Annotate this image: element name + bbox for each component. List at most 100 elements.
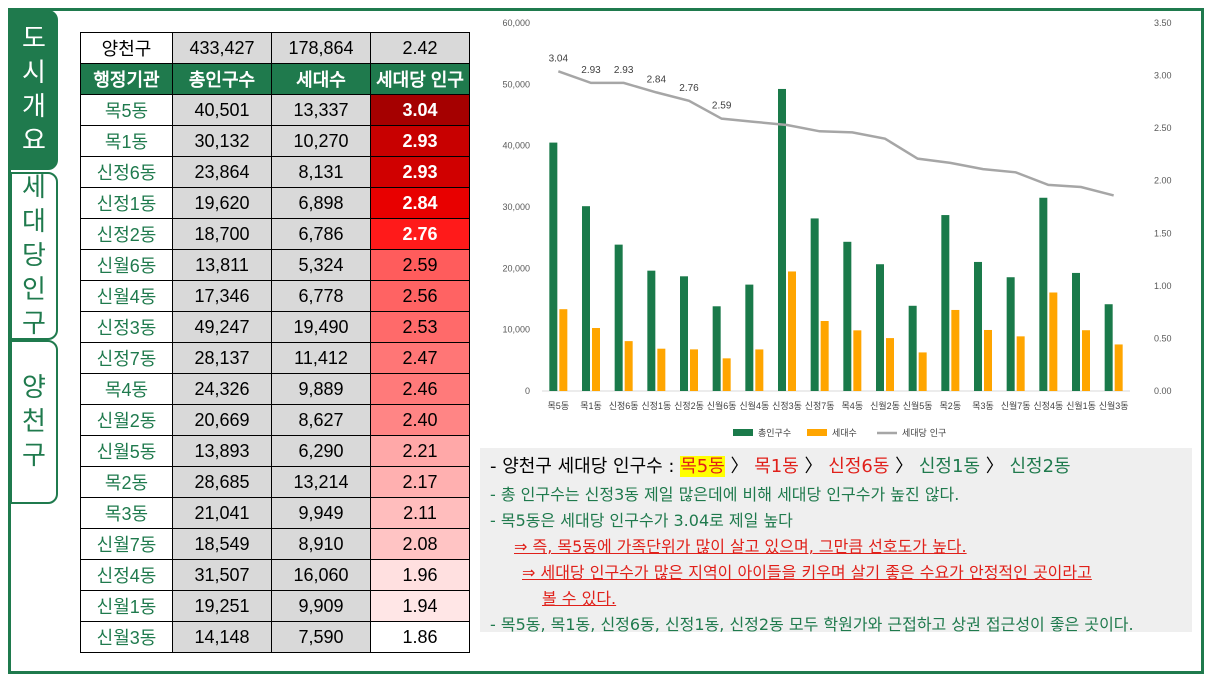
rank-sep: 〉 — [724, 456, 755, 477]
bar-households — [722, 358, 731, 391]
tab-label-char: 시 — [22, 58, 46, 88]
district-cell: 신정7동 — [80, 342, 173, 374]
tab-label-char: 대 — [22, 207, 46, 237]
population-cell: 20,669 — [172, 404, 272, 436]
data-label: 2.59 — [712, 101, 732, 112]
bar-households — [624, 341, 633, 391]
per-household-cell: 2.93 — [370, 156, 470, 188]
households-cell: 9,909 — [271, 590, 371, 622]
population-cell: 49,247 — [172, 311, 272, 343]
x-tick-label: 목5동 — [548, 401, 570, 411]
bar-total-population — [908, 305, 917, 391]
data-label: 2.93 — [581, 65, 601, 76]
table-row: 신월2동 20,669 8,627 2.40 — [80, 404, 470, 436]
bar-total-population — [582, 206, 590, 391]
tab-label-char: 구 — [22, 309, 46, 339]
households-cell: 5,324 — [271, 249, 371, 281]
table-header-row: 행정기관 총인구수 세대수 세대당 인구 — [80, 63, 470, 95]
bar-households — [755, 349, 764, 391]
rank-item-5: 신정2동 — [1009, 456, 1071, 477]
bar-households — [690, 349, 698, 391]
households-cell: 6,898 — [271, 187, 371, 219]
per-household-cell: 1.94 — [370, 590, 470, 622]
households-cell: 19,490 — [271, 311, 371, 343]
y2-tick-label: 3.50 — [1154, 18, 1172, 28]
population-cell: 30,132 — [172, 125, 272, 157]
x-tick-label: 신정6동 — [609, 401, 639, 411]
bar-total-population — [712, 306, 721, 391]
rank-sep: 〉 — [798, 456, 829, 477]
population-cell: 19,251 — [172, 590, 272, 622]
per-household-cell: 2.08 — [370, 528, 470, 560]
total-households: 178,864 — [271, 32, 371, 64]
bar-total-population — [876, 264, 884, 391]
table-row: 목3동 21,041 9,949 2.11 — [80, 497, 470, 529]
population-cell: 40,501 — [172, 94, 272, 126]
bar-total-population — [614, 244, 623, 391]
bar-total-population — [974, 261, 982, 391]
table-row: 신정1동 19,620 6,898 2.84 — [80, 187, 470, 219]
district-cell: 신정4동 — [80, 559, 173, 591]
note-line-3: - 목5동은 세대당 인구수가 3.04로 제일 높다 — [490, 511, 793, 530]
population-cell: 18,549 — [172, 528, 272, 560]
per-household-cell: 2.76 — [370, 218, 470, 250]
line-per-household — [557, 70, 1114, 197]
bar-households — [1016, 336, 1025, 391]
tab-label-char: 당 — [22, 241, 46, 271]
district-cell: 신월4동 — [80, 280, 173, 312]
population-cell: 13,811 — [172, 249, 272, 281]
x-tick-label: 신정4동 — [1033, 401, 1063, 411]
households-cell: 16,060 — [271, 559, 371, 591]
population-cell: 31,507 — [172, 559, 272, 591]
bar-total-population — [778, 88, 786, 392]
district-cell: 목2동 — [80, 466, 173, 498]
households-cell: 11,412 — [271, 342, 371, 374]
table-row: 신정3동 49,247 19,490 2.53 — [80, 311, 470, 343]
district-cell: 신월3동 — [80, 621, 173, 653]
bar-households — [788, 271, 796, 391]
table-row: 목2동 28,685 13,214 2.17 — [80, 466, 470, 498]
per-household-cell: 2.59 — [370, 249, 470, 281]
bar-total-population — [549, 142, 558, 391]
x-tick-label: 신월5동 — [903, 400, 933, 411]
bar-total-population — [745, 284, 754, 391]
total-row: 양천구 433,427 178,864 2.42 — [80, 32, 470, 64]
tab-label-char: 양 — [22, 373, 46, 403]
bar-total-population — [1104, 304, 1113, 391]
x-tick-label: 목4동 — [842, 401, 864, 411]
header-population: 총인구수 — [172, 63, 272, 95]
population-chart: 0 10,000 20,000 30,000 40,000 50,000 60,000 0.0… — [502, 18, 1172, 439]
bar-households — [1049, 292, 1058, 391]
district-cell: 신월1동 — [80, 590, 173, 622]
bar-total-population — [810, 218, 819, 391]
district-cell: 신정6동 — [80, 156, 173, 188]
tab-label-char: 개 — [22, 92, 46, 122]
y-tick-label: 0 — [525, 386, 530, 396]
population-cell: 24,326 — [172, 373, 272, 405]
tab-label-char: 천 — [22, 407, 46, 437]
y2-tick-label: 2.00 — [1154, 176, 1172, 186]
table-row: 신정4동 31,507 16,060 1.96 — [80, 559, 470, 591]
households-cell: 6,786 — [271, 218, 371, 250]
note-line-5: ⇒ 세대당 인구수가 많은 지역이 아이들을 키우며 살기 좋은 수요가 안정적… — [522, 563, 1092, 582]
y2-tick-label: 3.00 — [1154, 71, 1172, 81]
per-household-cell: 1.96 — [370, 559, 470, 591]
y2-tick-label: 1.00 — [1154, 281, 1172, 291]
data-label: 2.76 — [679, 83, 699, 94]
population-cell: 23,864 — [172, 156, 272, 188]
per-household-cell: 2.56 — [370, 280, 470, 312]
bar-total-population — [647, 270, 656, 391]
note-ranking: - 양천구 세대당 인구수 : 목5동 〉 목1동 〉 신정6동 〉 신정1동 … — [490, 452, 1182, 482]
rank-sep: 〉 — [980, 456, 1010, 477]
x-tick-label: 신정2동 — [674, 401, 704, 411]
y2-tick-label: 2.50 — [1154, 123, 1172, 133]
population-cell: 19,620 — [172, 187, 272, 219]
households-cell: 13,214 — [271, 466, 371, 498]
households-cell: 10,270 — [271, 125, 371, 157]
note-line-4: ⇒ 즉, 목5동에 가족단위가 많이 살고 있으며, 그만큼 선호도가 높다. — [514, 537, 967, 556]
population-cell: 28,685 — [172, 466, 272, 498]
table-row: 신정7동 28,137 11,412 2.47 — [80, 342, 470, 374]
